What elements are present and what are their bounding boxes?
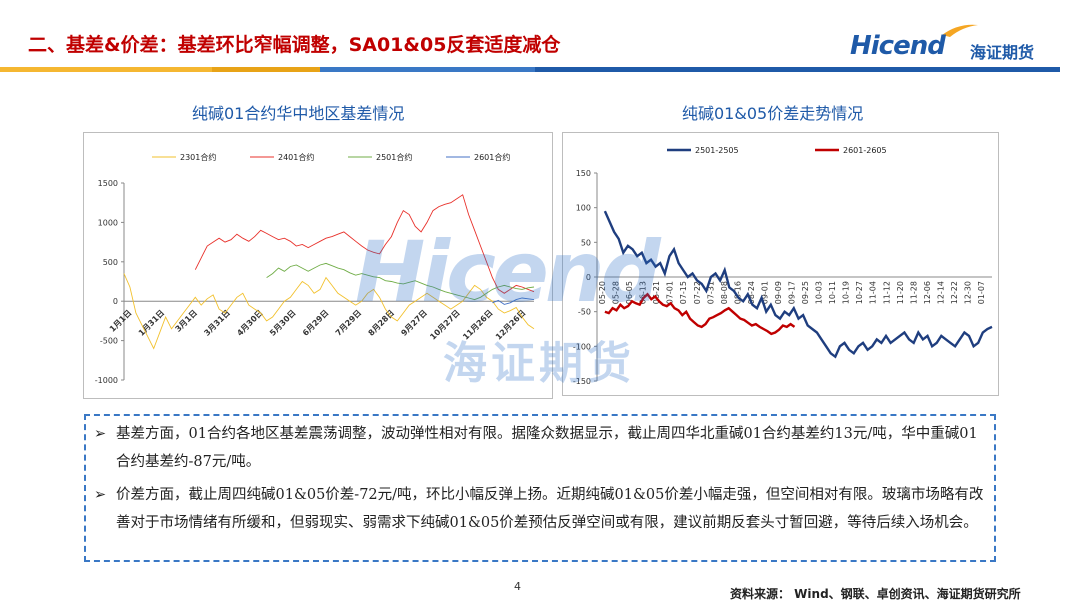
page-title: 二、基差&价差：基差环比窄幅调整，SA01&05反套适度减仓 [28,34,561,56]
right-chart-panel: -150 -100 -50 0 50 100 150 05-20 05-28 06-05 06-13… [562,132,999,396]
bullet-arrow-icon: ➢ [94,487,107,503]
x-tick-label: 06-05 [625,281,634,304]
logo-text: Hicend [850,31,946,61]
x-tick-label: 07-31 [706,281,715,304]
y-tick-label: -100 [573,342,591,351]
header-stripe-4 [535,67,1060,72]
y-tick-label: -1000 [95,376,118,385]
x-tick-label: 09-09 [774,281,783,304]
x-tick-label: 05-28 [612,281,621,304]
x-tick-label: 10-27 [855,281,864,304]
legend-label: 2301合约 [180,152,216,162]
x-tick-label: 08-24 [747,281,756,304]
x-tick-label: 11-12 [882,281,891,304]
legend-label: 2501合约 [376,152,412,162]
y-tick-label: 500 [103,258,118,267]
x-tick-label: 11-04 [869,281,878,304]
x-tick-label: 09-25 [801,281,810,304]
series-line [603,210,993,359]
left-chart-title: 纯碱01合约华中地区基差情况 [192,104,405,123]
y-tick-label: -150 [573,377,591,386]
analysis-textbox: ➢ 基差方面，01合约各地区基差震荡调整，波动弹性相对有限。据隆众数据显示，截止… [84,414,996,562]
x-tick-label: 07-22 [693,281,702,304]
x-tick-label: 01-07 [977,281,986,304]
y-tick-label: -500 [100,337,118,346]
x-tick-label: 11-28 [909,281,918,304]
x-tick-label: 5月30日 [268,308,297,337]
y-tick-label: 50 [581,238,591,247]
x-tick-label: 3月31日 [202,308,231,337]
series-line [194,194,535,294]
x-tick-label: 7月29日 [334,308,363,337]
right-chart-title: 纯碱01&05价差走势情况 [682,104,864,123]
x-tick-label: 8月28日 [367,308,396,337]
bullet-text: 价差方面，截止周四纯碱01&05价差-72元/吨，环比小幅反弹上扬。近期纯碱01… [116,487,984,531]
x-tick-label: 08-08 [720,281,729,304]
bullet-arrow-icon: ➢ [94,426,107,442]
logo-swoosh-icon [942,24,978,37]
x-tick-label: 07-01 [666,281,675,304]
y-tick-label: 1500 [98,179,118,188]
x-tick-label: 05-20 [598,281,607,304]
company-logo: Hicend 海证期货 [850,24,1060,67]
y-tick-label: -50 [578,308,591,317]
left-chart-panel: -1000 -500 0 500 1000 1500 1月1日 1月31日 3月1日 3月31日 4… [83,132,553,399]
x-tick-label: 10月27日 [428,308,461,341]
x-tick-label: 6月29日 [301,308,330,337]
bullet-basis: ➢ 基差方面，01合约各地区基差震荡调整，波动弹性相对有限。据隆众数据显示，截止… [94,420,984,476]
y-tick-label: 150 [576,169,591,178]
y-tick-label: 0 [586,273,591,282]
series-line [604,292,796,336]
x-tick-label: 1月1日 [108,308,134,334]
series-line [492,297,535,305]
y-tick-label: 1000 [98,218,118,227]
header-stripe-1 [0,67,212,72]
x-tick-label: 09-17 [788,281,797,304]
bullet-text: 基差方面，01合约各地区基差震荡调整，波动弹性相对有限。据隆众数据显示，截止周四… [116,426,978,470]
legend-label: 2601合约 [474,152,510,162]
x-tick-label: 07-15 [679,281,688,304]
series-line [266,262,535,301]
x-tick-label: 08-16 [733,281,742,304]
header-stripe-2 [212,67,320,72]
x-tick-label: 06-21 [652,281,661,304]
header-stripe-3 [320,67,535,72]
y-tick-label: 100 [576,204,591,213]
x-tick-label: 10-03 [815,281,824,304]
x-tick-label: 10-19 [842,281,851,304]
x-tick-label: 09-01 [760,281,769,304]
data-source: 资料来源： Wind、钢联、卓创资讯、海证期货研究所 [730,587,1021,601]
bullet-spread: ➢ 价差方面，截止周四纯碱01&05价差-72元/吨，环比小幅反弹上扬。近期纯碱… [94,481,984,537]
legend-label: 2401合约 [278,152,314,162]
x-tick-label: 11月26日 [461,308,494,341]
legend-label: 2601-2605 [843,146,887,155]
right-spread-chart: -150 -100 -50 0 50 100 150 05-20 05-28 06-05 06-13… [573,146,993,386]
logo-cn-text: 海证期货 [970,43,1035,62]
x-tick-label: 12月26日 [494,308,527,341]
x-tick-label: 12-14 [936,281,945,304]
y-tick-label: 0 [113,297,118,306]
page-number: 4 [514,580,521,593]
x-tick-label: 11-20 [896,281,905,304]
x-tick-label: 12-22 [950,281,959,304]
legend-label: 2501-2505 [695,146,739,155]
x-tick-label: 06-13 [639,281,648,304]
x-tick-label: 10-11 [828,281,837,304]
series-line [123,273,535,350]
x-tick-label: 12-06 [923,281,932,304]
x-tick-label: 12-30 [963,281,972,304]
